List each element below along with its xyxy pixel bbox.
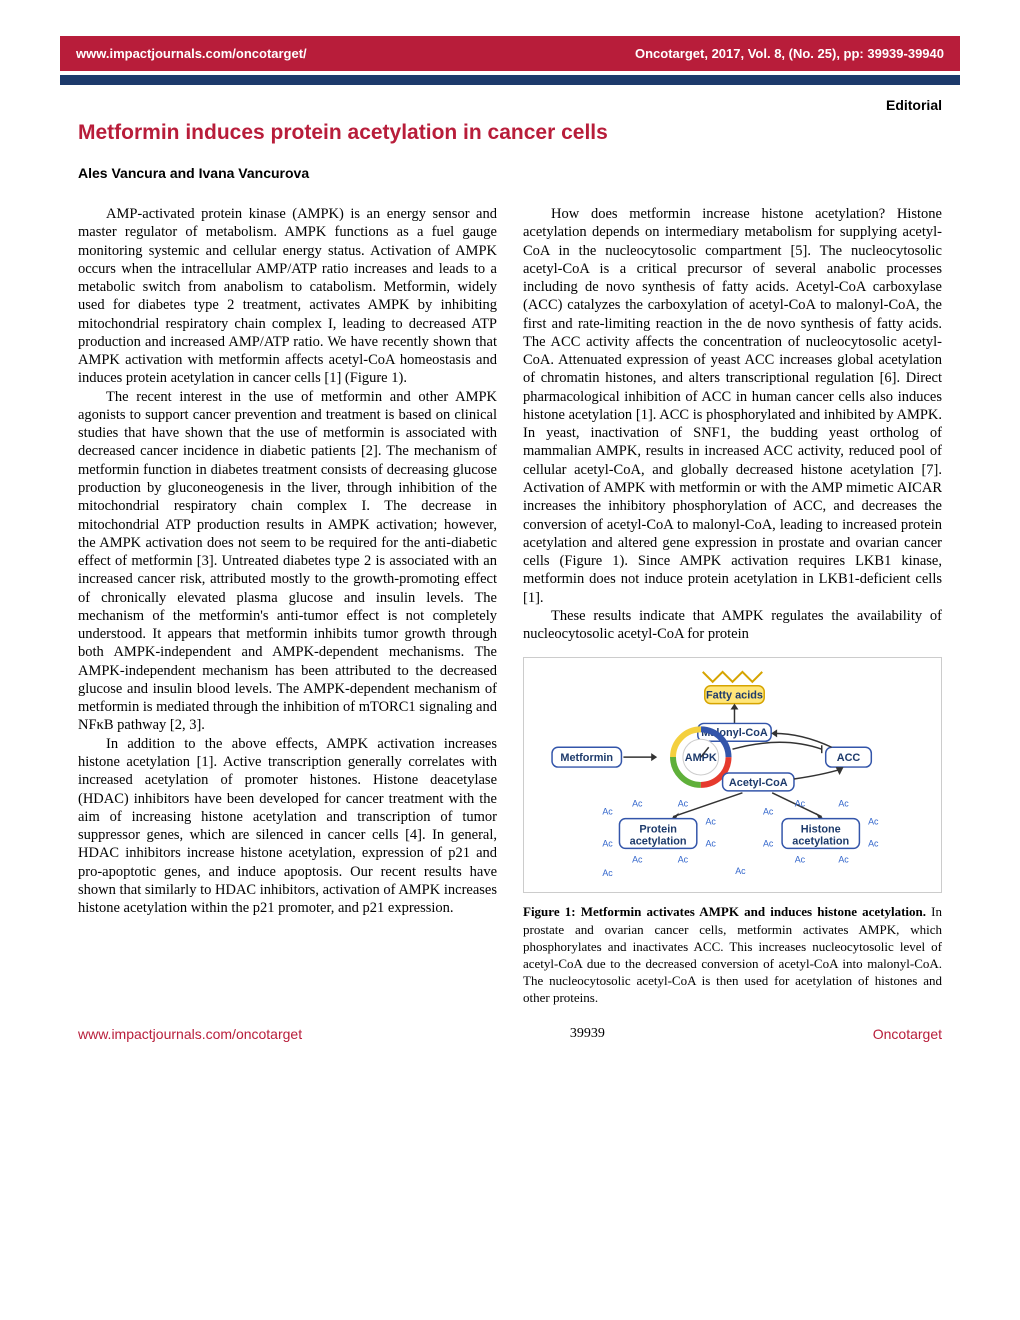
svg-text:Ac: Ac [705,817,716,827]
divider-bar [60,75,960,85]
paragraph: The recent interest in the use of metfor… [78,388,497,735]
footer-url: www.impactjournals.com/oncotarget [78,1026,302,1042]
svg-text:Ac: Ac [763,807,774,817]
node-ampk: AMPK [685,752,717,764]
page-footer: www.impactjournals.com/oncotarget 39939 … [60,1006,960,1042]
figure-caption: Figure 1: Metformin activates AMPK and i… [523,903,942,1006]
node-acc: ACC [837,752,861,764]
figure-1: Fatty acids Malonyl-CoA Metformin [523,657,942,1006]
node-fatty-acids: Fatty acids [706,690,763,702]
svg-text:Ac: Ac [705,839,716,849]
figure-caption-title: Figure 1: Metformin activates AMPK and i… [523,904,926,919]
paragraph: AMP-activated protein kinase (AMPK) is a… [78,205,497,388]
svg-text:Ac: Ac [763,839,774,849]
node-histone-ac: Histone [801,824,841,836]
figure-caption-body: In prostate and ovarian cancer cells, me… [523,904,942,1005]
paragraph: In addition to the above effects, AMPK a… [78,735,497,918]
body-columns: AMP-activated protein kinase (AMPK) is a… [60,205,960,1006]
article-type-label: Editorial [60,97,960,113]
svg-text:Ac: Ac [795,855,806,865]
figure-diagram: Fatty acids Malonyl-CoA Metformin [523,657,942,893]
node-protein-ac: Protein [639,824,677,836]
svg-text:Ac: Ac [868,817,879,827]
journal-url: www.impactjournals.com/oncotarget/ [76,46,307,61]
svg-text:Ac: Ac [868,839,879,849]
svg-text:Ac: Ac [632,855,643,865]
svg-text:Ac: Ac [795,799,806,809]
svg-text:Ac: Ac [735,867,746,877]
svg-text:Ac: Ac [838,855,849,865]
journal-citation: Oncotarget, 2017, Vol. 8, (No. 25), pp: … [635,46,944,61]
node-protein-ac2: acetylation [630,836,687,848]
left-column: AMP-activated protein kinase (AMPK) is a… [78,205,497,1006]
paragraph: How does metformin increase histone acet… [523,205,942,607]
svg-text:Ac: Ac [602,869,613,879]
article-authors: Ales Vancura and Ivana Vancurova [60,165,960,181]
svg-text:Ac: Ac [602,839,613,849]
node-acetyl: Acetyl-CoA [729,777,788,789]
svg-text:Ac: Ac [678,799,689,809]
page-number: 39939 [570,1026,605,1042]
article-title: Metformin induces protein acetylation in… [60,121,960,145]
svg-text:Ac: Ac [602,807,613,817]
node-histone-ac2: acetylation [792,836,849,848]
svg-text:Ac: Ac [838,799,849,809]
svg-text:Ac: Ac [678,855,689,865]
paragraph: These results indicate that AMPK regulat… [523,607,942,644]
journal-header-bar: www.impactjournals.com/oncotarget/ Oncot… [60,36,960,71]
right-column: How does metformin increase histone acet… [523,205,942,1006]
footer-journal: Oncotarget [873,1026,942,1042]
svg-text:Ac: Ac [632,799,643,809]
node-metformin: Metformin [560,752,613,764]
